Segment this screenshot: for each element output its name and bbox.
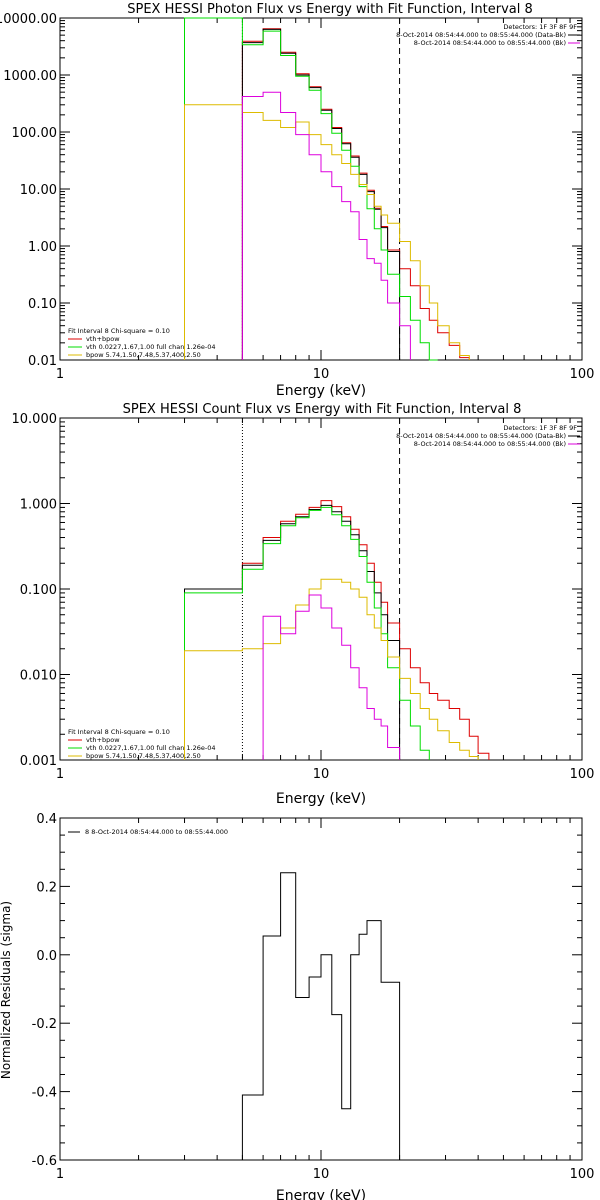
residual-x-tick-label: 10 xyxy=(313,1167,330,1182)
residual-y-tick-label: 0.2 xyxy=(36,880,57,895)
photon-y-tick-label: 100.00 xyxy=(12,126,58,141)
residual-series-total xyxy=(241,872,401,1160)
count-y-tick-label: 0.010 xyxy=(20,669,57,684)
residuals-y-ticks: -0.6 -0.4 -0.2 0.0 0.2 0.4 xyxy=(32,812,582,1169)
photon-flux-panel: SPEX HESSI Photon Flux vs Energy with Fi… xyxy=(0,2,594,399)
residuals-plot-frame xyxy=(59,817,583,1161)
residual-y-tick-label: 0.0 xyxy=(36,949,57,964)
photon-series-bpow xyxy=(184,104,470,360)
photon-flux-title: SPEX HESSI Photon Flux vs Energy with Fi… xyxy=(127,2,533,17)
count-x-tick-label: 100 xyxy=(570,767,595,782)
residuals-panel: -0.6 -0.4 -0.2 0.0 0.2 0.4 1 10 100 Energy (keV… xyxy=(0,812,594,1200)
photon-series-total xyxy=(241,28,401,360)
photon-y-tick-label: 10.00 xyxy=(20,183,57,198)
count-flux-y-ticks: 0.001 0.010 0.100 1.000 10.000 xyxy=(12,412,582,769)
residual-y-tick-label: 0.4 xyxy=(36,812,57,827)
count-series-total xyxy=(184,504,401,760)
photon-y-tick-label: 1000.00 xyxy=(3,69,57,84)
photon-flux-info-box: Detectors: 1F 3F 8F 9F 8-Oct-2014 08:54:… xyxy=(396,23,580,47)
photon-flux-plot-frame xyxy=(59,17,583,361)
residuals-x-label: Energy (keV) xyxy=(276,1188,366,1200)
residuals-series xyxy=(241,872,401,1160)
residual-y-tick-label: -0.4 xyxy=(32,1086,57,1101)
photon-flux-fit-legend: Fit Interval 8 Chi-square = 0.10 vth+bpo… xyxy=(68,327,216,359)
count-vth-params-text: vth 0.0227,1.67,1.00 full chan 1.26e-04 xyxy=(86,744,216,752)
photon-bk-interval-text: 8-Oct-2014 08:54:44.000 to 08:55:44.000 … xyxy=(414,39,566,47)
count-flux-x-label: Energy (keV) xyxy=(276,791,366,807)
residuals-x-ticks: 1 10 100 xyxy=(56,818,595,1182)
residuals-y-label: Normalized Residuals (sigma) xyxy=(0,901,13,1079)
count-y-tick-label: 0.001 xyxy=(20,754,57,769)
count-y-tick-label: 1.000 xyxy=(20,498,57,513)
count-bpow-params-text: bpow 5.74,1.50,7.48,5.37,400,2.50 xyxy=(86,752,201,760)
count-x-tick-label: 10 xyxy=(313,767,330,782)
count-x-tick-label: 1 xyxy=(56,767,64,782)
photon-y-tick-label: 0.01 xyxy=(28,354,57,369)
count-series-vth xyxy=(184,506,430,760)
residual-y-tick-label: -0.2 xyxy=(32,1017,57,1032)
count-bk-interval-text: 8-Oct-2014 08:54:44.000 to 08:55:44.000 … xyxy=(414,440,566,448)
residuals-legend: 8 8-Oct-2014 08:54:44.000 to 08:55:44.00… xyxy=(68,828,228,836)
residual-x-tick-label: 100 xyxy=(570,1167,595,1182)
photon-y-tick-label: 0.10 xyxy=(28,297,57,312)
count-series-bpow xyxy=(184,578,479,760)
count-flux-panel: SPEX HESSI Count Flux vs Energy with Fit… xyxy=(12,402,595,807)
photon-y-tick-label: 10000.00 xyxy=(0,12,57,27)
photon-bpow-params-text: bpow 5.74,1.50,7.48,5.37,400,2.50 xyxy=(86,351,201,359)
count-fit-function-text: vth+bpow xyxy=(86,736,120,744)
count-y-tick-label: 0.100 xyxy=(20,583,57,598)
photon-x-tick-label: 1 xyxy=(56,367,64,382)
photon-x-tick-label: 100 xyxy=(570,367,595,382)
photon-flux-y-ticks: 0.01 0.10 1.00 10.00 100.00 1000.00 10000.00 xyxy=(0,12,582,369)
count-y-tick-label: 10.000 xyxy=(12,412,58,427)
photon-data-interval-text: 8-Oct-2014 08:54:44.000 to 08:55:44.000 … xyxy=(396,31,566,39)
photon-fit-interval-text: Fit Interval 8 Chi-square = 0.10 xyxy=(68,327,170,335)
count-series-bkg xyxy=(262,594,401,760)
photon-vth-params-text: vth 0.0227,1.67,1.00 full chan 1.26e-04 xyxy=(86,343,216,351)
count-flux-title: SPEX HESSI Count Flux vs Energy with Fit… xyxy=(123,402,522,417)
photon-flux-x-label: Energy (keV) xyxy=(276,383,366,399)
count-flux-fit-legend: Fit Interval 8 Chi-square = 0.10 vth+bpo… xyxy=(68,728,216,760)
photon-detectors-text: Detectors: 1F 3F 8F 9F xyxy=(503,23,577,31)
photon-fit-function-text: vth+bpow xyxy=(86,335,120,343)
photon-x-tick-label: 10 xyxy=(313,367,330,382)
residual-y-tick-label: -0.6 xyxy=(32,1154,57,1169)
count-flux-series xyxy=(184,500,490,760)
photon-flux-series xyxy=(184,17,470,361)
residual-x-tick-label: 1 xyxy=(56,1167,64,1182)
photon-flux-vlines xyxy=(241,18,401,360)
count-series-data xyxy=(184,500,490,760)
photon-series-data xyxy=(241,28,470,360)
count-data-interval-text: 8-Oct-2014 08:54:44.000 to 08:55:44.000 … xyxy=(396,432,566,440)
photon-y-tick-label: 1.00 xyxy=(28,240,57,255)
residuals-legend-text: 8 8-Oct-2014 08:54:44.000 to 08:55:44.00… xyxy=(85,828,228,836)
count-flux-info-box: Detectors: 1F 3F 8F 9F 8-Oct-2014 08:54:… xyxy=(396,424,580,448)
count-detectors-text: Detectors: 1F 3F 8F 9F xyxy=(503,424,577,432)
count-fit-interval-text: Fit Interval 8 Chi-square = 0.10 xyxy=(68,728,170,736)
photon-series-bkg xyxy=(241,91,411,360)
